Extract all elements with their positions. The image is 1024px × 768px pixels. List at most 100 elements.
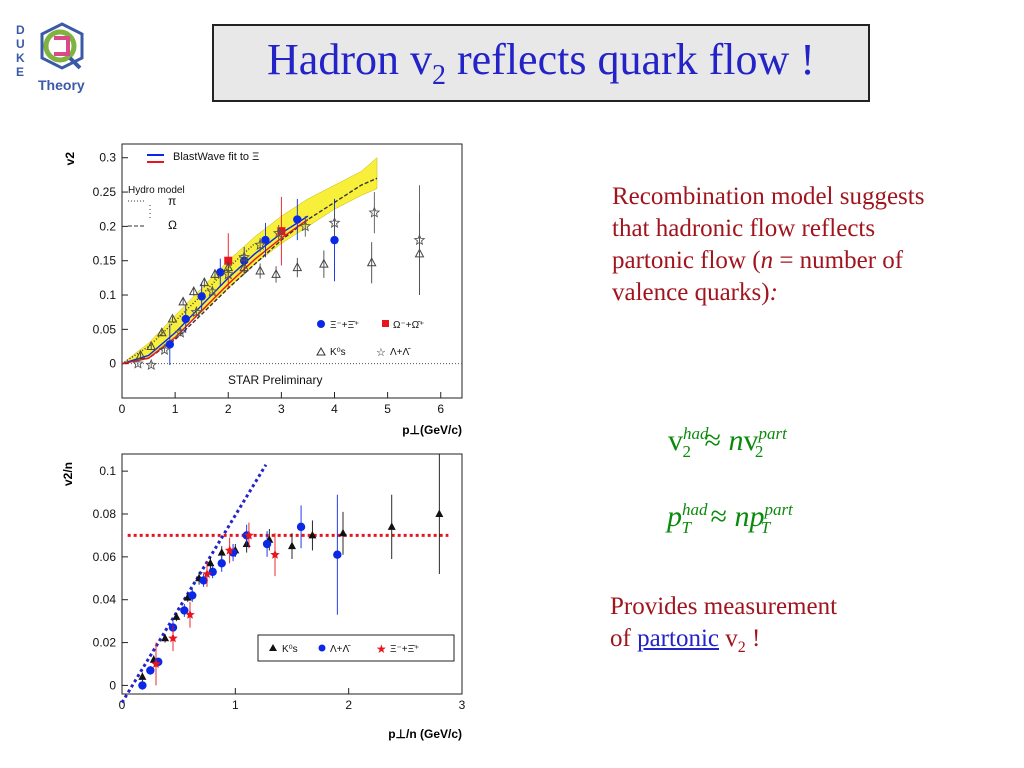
data-point-circle <box>216 268 225 277</box>
data-point-star <box>328 216 341 228</box>
para2-v-sub: 2 <box>737 639 746 656</box>
data-point-circle <box>208 567 217 577</box>
data-point-circle <box>197 292 206 301</box>
data-point-triangle <box>255 265 265 275</box>
f1-rhs: v <box>743 424 759 457</box>
data-point-circle <box>146 666 155 675</box>
f2-lhs-sub: T <box>681 518 691 537</box>
data-point-star <box>254 238 267 250</box>
data-point-circle <box>217 559 226 568</box>
y-tick-label: 0 <box>109 678 116 692</box>
data-point-star <box>158 343 171 355</box>
legend-k0s-label: K⁰s <box>330 347 346 358</box>
x-tick-label: 2 <box>225 402 232 416</box>
v2-vs-pt-plot: 0 1 2 3 4 5 6 0 0.05 0.1 0.15 0.2 0.25 0.3 BlastWave … <box>63 143 463 437</box>
f2-lhs: p <box>667 500 682 533</box>
top-plot-data-points <box>132 185 426 371</box>
data-point-triangle <box>188 286 199 296</box>
top-plot-legend: BlastWave fit to Ξ Hydro model π Ω <box>128 151 259 232</box>
data-point-triangle <box>288 541 296 550</box>
para1-after-n: = number of valence quarks) <box>612 247 904 306</box>
data-point-circle <box>293 215 302 224</box>
para2-line2: of partonic v2 ! <box>610 623 940 664</box>
data-point-triangle <box>292 262 303 272</box>
y-tick-label: 0.25 <box>93 185 117 199</box>
legend-omega-label: Ω⁻+Ω̄⁺ <box>393 320 424 331</box>
top-plot-axes: 0 1 2 3 4 5 6 0 0.05 0.1 0.15 0.2 0.25 0.3 <box>93 143 463 416</box>
logo-letters: D U K E <box>16 23 25 79</box>
x-tick-label: 6 <box>437 402 444 416</box>
y-tick-label: 0.3 <box>99 151 116 165</box>
blastwave-red-line <box>121 218 309 365</box>
x-tick-label: 3 <box>459 698 466 712</box>
data-point-triangle <box>319 258 329 268</box>
x-tick-label: 3 <box>278 402 285 416</box>
data-point-triangle <box>239 262 250 272</box>
logo-theory-text: Theory <box>38 77 85 93</box>
data-point-triangle <box>308 530 317 539</box>
data-point-square <box>224 256 233 265</box>
f1-approx: ≈ <box>704 424 721 457</box>
slide-title: Hadron v2 reflects quark flow ! <box>267 34 815 92</box>
data-point-triangle <box>161 633 170 642</box>
legend-blastwave-label: BlastWave fit to Ξ <box>173 151 259 163</box>
x-tick-label: 0 <box>119 402 126 416</box>
duke-theory-logo: D U K E Theory <box>16 22 85 93</box>
legend-xi-label-bottom: Ξ⁻+Ξ̄⁺ <box>390 644 419 655</box>
data-point-circle <box>165 340 175 349</box>
f2-approx: ≈ <box>710 500 727 533</box>
partonic-link[interactable]: partonic <box>637 625 719 652</box>
f1-lhs: v <box>668 424 683 457</box>
legend-star-symbol: ☆ <box>376 347 386 359</box>
y-tick-label: 0.06 <box>93 550 117 564</box>
legend-xi-label: Ξ⁻+Ξ̄⁺ <box>330 320 359 331</box>
data-point-star <box>206 285 219 297</box>
top-plot-xlabel: p⊥(GeV/c) <box>402 423 462 437</box>
y-tick-label: 0.08 <box>93 507 117 521</box>
para1-n: n <box>760 247 774 274</box>
x-tick-label: 5 <box>384 402 391 416</box>
logo-letter-k: K <box>16 51 25 65</box>
x-tick-label: 0 <box>119 698 126 712</box>
bottom-plot-fit-lines <box>120 463 449 704</box>
f2-lhs-sup: had <box>682 500 708 519</box>
hydro-pi-line <box>121 242 256 365</box>
plot-frame <box>121 143 463 399</box>
data-point-triangle <box>206 558 215 567</box>
bottom-plot-legend: K⁰s Λ+Λ̄ ★ Ξ⁻+Ξ̄⁺ <box>257 634 455 662</box>
f2-np: np <box>734 500 765 533</box>
data-point-star <box>224 545 235 555</box>
data-point-circle <box>296 522 306 532</box>
para2-v: v <box>719 625 738 652</box>
legend-lambda-label: Λ+Λ̄ <box>390 347 411 358</box>
data-point-triangle <box>172 612 181 620</box>
data-point-triangle <box>210 268 220 278</box>
qcd-emblem-icon <box>40 22 84 70</box>
para2-line1: Provides measurement <box>610 593 838 620</box>
measurement-paragraph: Provides measurement of partonic v2 ! <box>610 591 940 664</box>
data-point-triangle <box>366 257 377 267</box>
data-point-triangle <box>146 340 157 351</box>
para2-of: of <box>610 625 638 652</box>
data-point-circle <box>138 681 147 690</box>
title-main: Hadron v <box>267 35 432 85</box>
data-point-triangle <box>199 277 210 287</box>
data-point-triangle <box>217 548 226 556</box>
y-tick-label: 0.1 <box>99 288 116 302</box>
data-point-star <box>413 233 426 246</box>
f1-n: n <box>728 424 744 457</box>
data-point-triangle <box>178 296 188 306</box>
legend-hydro-omega: Ω <box>168 218 177 232</box>
data-point-triangle <box>387 522 396 530</box>
y-tick-label: 0.15 <box>93 254 117 268</box>
quark-fit-line <box>120 463 268 704</box>
y-tick-label: 0.04 <box>93 593 117 607</box>
f2-rhs-sup: part <box>764 500 793 519</box>
legend-lambda-label-bottom: Λ+Λ̄ <box>330 644 351 655</box>
title-box: Hadron v2 reflects quark flow ! <box>212 24 870 102</box>
data-point-triangle <box>271 268 281 278</box>
data-point-star <box>270 549 280 559</box>
data-point-circle <box>333 550 342 559</box>
data-point-star <box>299 220 312 232</box>
title-rest: reflects quark flow ! <box>446 35 815 85</box>
